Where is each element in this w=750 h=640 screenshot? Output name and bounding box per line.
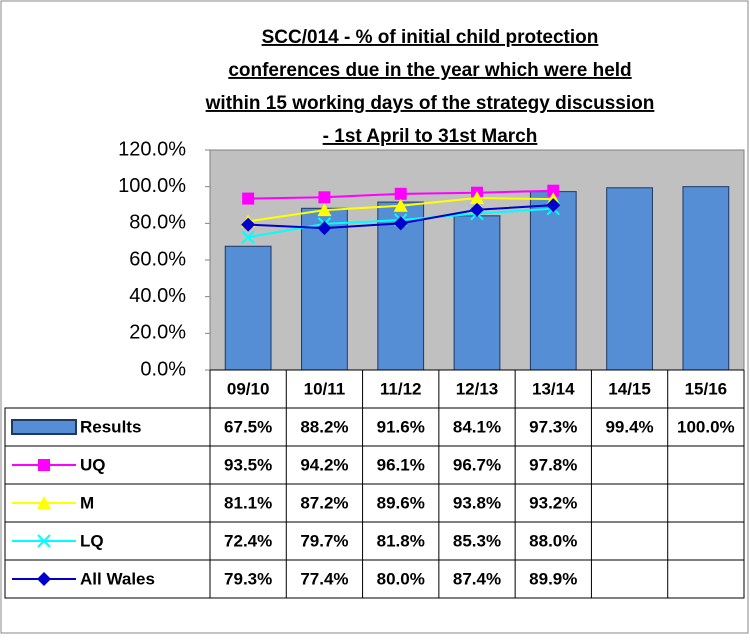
point [470, 202, 484, 217]
x-tick-label: 13/14 [532, 379, 575, 398]
chart-title: within 15 working days of the strategy d… [205, 93, 655, 114]
y-tick-label: 0.0% [140, 358, 186, 380]
legend-marker [37, 534, 51, 548]
legend-label: UQ [80, 455, 106, 474]
data-label: 79.3% [224, 569, 272, 588]
point [317, 221, 332, 236]
data-label: 97.3% [529, 417, 577, 436]
x-tick-label: 12/13 [456, 379, 499, 398]
title-group: SCC/014 - % of initial child protection … [205, 27, 655, 147]
point [317, 203, 332, 217]
data-label: 85.3% [453, 531, 501, 550]
data-label: 79.7% [300, 531, 348, 550]
legend-marker [37, 572, 51, 586]
point [470, 191, 484, 205]
point [241, 230, 255, 244]
x-tick-label: 09/10 [227, 379, 270, 398]
data-label: 84.1% [453, 417, 501, 436]
y-tick-label: 100.0% [118, 175, 186, 197]
legend-key [11, 419, 77, 435]
data-label: 99.4% [605, 417, 653, 436]
x-tick-label: 14/15 [608, 379, 651, 398]
data-label: 93.5% [224, 455, 272, 474]
data-label: 96.7% [453, 455, 501, 474]
point [394, 187, 407, 200]
data-label: 97.8% [529, 455, 577, 474]
data-label: 81.8% [377, 531, 425, 550]
bar [453, 215, 501, 371]
x-tick-label: 11/12 [380, 379, 422, 398]
legend-label: All Wales [80, 569, 155, 588]
y-tick-label: 60.0% [129, 248, 186, 270]
legend-marker [37, 496, 51, 509]
data-label: 93.2% [529, 493, 577, 512]
data-label: 94.2% [300, 455, 348, 474]
point [318, 191, 331, 204]
bar [682, 186, 730, 371]
data-label: 87.2% [300, 493, 348, 512]
point [242, 192, 255, 205]
y-tick-label: 120.0% [118, 138, 186, 160]
chart-title: conferences due in the year which were h… [228, 60, 631, 81]
bar [529, 191, 577, 371]
bar [606, 187, 653, 371]
data-label: 67.5% [224, 417, 272, 436]
x-tick-label: 10/11 [304, 379, 346, 398]
chart-title: - 1st April to 31st March [323, 126, 538, 147]
data-label: 88.0% [529, 531, 577, 550]
data-label: 93.8% [453, 493, 501, 512]
data-label: 96.1% [377, 455, 425, 474]
data-label: 89.9% [529, 569, 577, 588]
data-label: 72.4% [224, 531, 272, 550]
legend-label: LQ [80, 531, 104, 550]
point [547, 184, 560, 197]
data-label: 81.1% [224, 493, 272, 512]
data-label: 89.6% [377, 493, 425, 512]
y-tick-label: 20.0% [129, 322, 186, 344]
point [393, 216, 408, 231]
chart-title: SCC/014 - % of initial child protection [262, 27, 599, 48]
point [546, 198, 561, 213]
data-label: 100.0% [677, 417, 735, 436]
x-tick-label: 15/16 [685, 379, 728, 398]
point [393, 198, 408, 212]
data-label: 77.4% [300, 569, 348, 588]
data-label: 80.0% [377, 569, 425, 588]
legend-label: M [80, 493, 94, 512]
data-label: 87.4% [453, 569, 501, 588]
data-label: 88.2% [300, 417, 348, 436]
y-tick-label: 80.0% [129, 212, 186, 234]
bar [224, 245, 272, 371]
legend-label: Results [80, 417, 141, 436]
data-label: 91.6% [377, 417, 425, 436]
point [241, 217, 256, 232]
y-tick-label: 40.0% [129, 285, 186, 307]
legend-marker [38, 459, 50, 471]
